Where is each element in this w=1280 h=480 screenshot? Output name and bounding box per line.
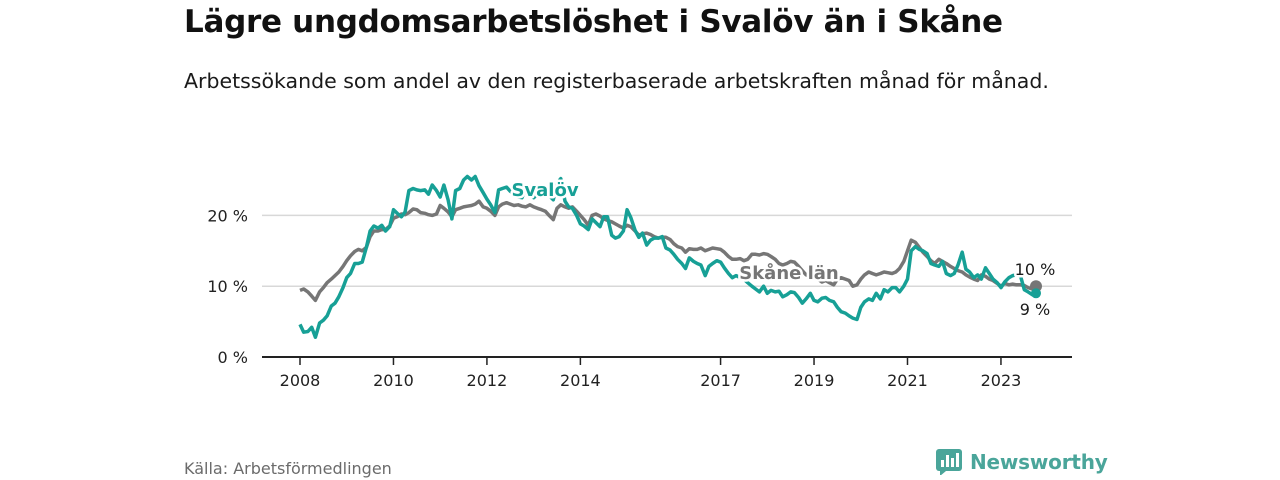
series-label-skane-halo: Skåne län	[739, 262, 839, 284]
y-tick-label: 0 %	[218, 348, 248, 367]
source-note: Källa: Arbetsförmedlingen	[184, 459, 392, 478]
series-label-skane: Skåne län	[739, 262, 839, 284]
series-line-skane	[299, 199, 1038, 303]
end-label-skane: 10 %	[1015, 260, 1056, 279]
series-label-svalov-halo: Svalöv	[511, 180, 578, 201]
brand-logo[interactable]: Newsworthy	[936, 449, 1108, 475]
x-tick-label: 2014	[560, 371, 601, 390]
x-tick-label: 2019	[794, 371, 835, 390]
end-label-svalov: 9 %	[1020, 300, 1050, 319]
x-tick-label: 2010	[373, 371, 414, 390]
end-point-skane	[1030, 280, 1042, 293]
chart-subtitle: Arbetssökande som andel av den registerb…	[184, 69, 1049, 93]
x-tick-label: 2008	[280, 371, 321, 390]
end-label-skane-halo: 10 %	[1015, 260, 1056, 279]
x-tick-label: 2021	[887, 371, 928, 390]
x-tick-label: 2012	[467, 371, 508, 390]
y-tick-label: 20 %	[207, 206, 248, 225]
x-tick-label: 2017	[700, 371, 741, 390]
end-point-svalov	[1031, 288, 1041, 299]
newsworthy-logo-icon	[936, 449, 962, 475]
chart-title: Lägre ungdomsarbetslöshet i Svalöv än i …	[184, 4, 1003, 40]
y-tick-label: 10 %	[207, 277, 248, 296]
brand-name: Newsworthy	[970, 450, 1108, 474]
series-label-svalov: Svalöv	[511, 180, 578, 201]
series-line-svalov	[298, 174, 1037, 339]
end-label-svalov-halo: 9 %	[1020, 300, 1050, 319]
x-tick-label: 2023	[981, 371, 1022, 390]
